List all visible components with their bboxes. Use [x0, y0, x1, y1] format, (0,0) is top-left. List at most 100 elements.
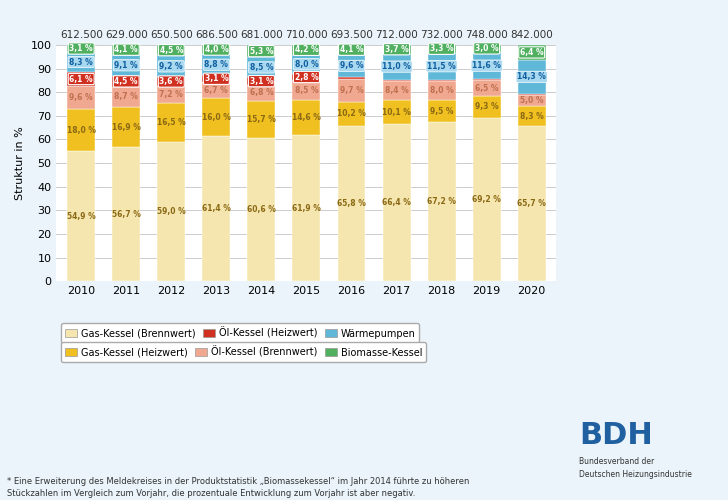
- Bar: [293, 80, 320, 100]
- Bar: [518, 126, 546, 282]
- Bar: [472, 96, 501, 118]
- Bar: [202, 75, 230, 82]
- Bar: [248, 85, 275, 101]
- Text: 8,0 %: 8,0 %: [295, 60, 318, 68]
- Text: 7,2 %: 7,2 %: [159, 90, 183, 99]
- Bar: [157, 103, 185, 142]
- Bar: [383, 100, 411, 124]
- Text: 5,3 %: 5,3 %: [250, 46, 273, 56]
- Text: 16,9 %: 16,9 %: [112, 122, 141, 132]
- Bar: [383, 45, 411, 54]
- Y-axis label: Struktur in %: Struktur in %: [15, 126, 25, 200]
- Text: 3,3 %: 3,3 %: [430, 44, 454, 54]
- Text: 56,7 %: 56,7 %: [112, 210, 141, 218]
- Bar: [338, 77, 365, 78]
- Bar: [112, 108, 141, 147]
- Bar: [427, 100, 456, 122]
- Text: * Eine Erweiterung des Meldekreises in der Produktstatistik „Biomassekessel“ im : * Eine Erweiterung des Meldekreises in d…: [7, 476, 470, 498]
- Text: 11,6 %: 11,6 %: [472, 61, 501, 70]
- Text: 66,4 %: 66,4 %: [382, 198, 411, 207]
- Bar: [248, 78, 275, 85]
- Bar: [67, 72, 95, 86]
- Text: 16,5 %: 16,5 %: [157, 118, 186, 127]
- Text: Bundesverband der
Deutschen Heizungsindustrie: Bundesverband der Deutschen Heizungsindu…: [579, 458, 692, 479]
- Bar: [112, 54, 141, 76]
- Text: 9,7 %: 9,7 %: [340, 86, 363, 94]
- Bar: [383, 124, 411, 282]
- Bar: [338, 78, 365, 102]
- Text: 9,6 %: 9,6 %: [69, 93, 93, 102]
- Bar: [157, 45, 185, 56]
- Legend: Gas-Kessel (Heizwert), Öl-Kessel (Brennwert), Biomasse-Kessel: Gas-Kessel (Heizwert), Öl-Kessel (Brennw…: [61, 342, 426, 361]
- Bar: [157, 86, 185, 103]
- Bar: [202, 82, 230, 98]
- Bar: [202, 45, 230, 54]
- Text: 4,5 %: 4,5 %: [114, 77, 138, 86]
- Bar: [427, 122, 456, 282]
- Text: 3,1 %: 3,1 %: [205, 74, 228, 84]
- Text: 8,5 %: 8,5 %: [295, 86, 318, 95]
- Text: 16,0 %: 16,0 %: [202, 112, 231, 122]
- Text: 9,6 %: 9,6 %: [340, 62, 363, 70]
- Bar: [338, 45, 365, 54]
- Bar: [157, 56, 185, 77]
- Text: 15,7 %: 15,7 %: [247, 115, 276, 124]
- Text: 8,7 %: 8,7 %: [114, 92, 138, 102]
- Bar: [472, 80, 501, 96]
- Bar: [67, 45, 95, 52]
- Text: 10,1 %: 10,1 %: [382, 108, 411, 117]
- Bar: [248, 58, 275, 78]
- Bar: [112, 45, 141, 54]
- Text: 6,4 %: 6,4 %: [520, 48, 544, 57]
- Bar: [67, 109, 95, 152]
- Text: 9,2 %: 9,2 %: [159, 62, 183, 71]
- Bar: [157, 142, 185, 282]
- Text: 6,5 %: 6,5 %: [475, 84, 499, 92]
- Bar: [472, 52, 501, 80]
- Text: BDH: BDH: [579, 421, 652, 450]
- Text: 3,6 %: 3,6 %: [159, 77, 183, 86]
- Text: 59,0 %: 59,0 %: [157, 207, 186, 216]
- Bar: [112, 86, 141, 108]
- Text: 9,1 %: 9,1 %: [114, 61, 138, 70]
- Bar: [472, 45, 501, 52]
- Text: 11,0 %: 11,0 %: [382, 62, 411, 71]
- Bar: [427, 52, 456, 80]
- Text: 8,5 %: 8,5 %: [250, 63, 273, 72]
- Text: 65,7 %: 65,7 %: [518, 199, 546, 208]
- Text: 9,5 %: 9,5 %: [430, 106, 454, 116]
- Bar: [427, 81, 456, 100]
- Text: 11,5 %: 11,5 %: [427, 62, 456, 71]
- Bar: [202, 54, 230, 75]
- Bar: [518, 106, 546, 126]
- Text: 6,1 %: 6,1 %: [69, 74, 93, 84]
- Text: 6,8 %: 6,8 %: [250, 88, 273, 98]
- Bar: [248, 101, 275, 138]
- Bar: [67, 52, 95, 72]
- Text: 61,9 %: 61,9 %: [292, 204, 321, 212]
- Text: 3,1 %: 3,1 %: [250, 76, 273, 86]
- Bar: [383, 80, 411, 100]
- Text: 4,1 %: 4,1 %: [114, 45, 138, 54]
- Text: 4,2 %: 4,2 %: [295, 46, 318, 54]
- Text: 4,1 %: 4,1 %: [340, 45, 363, 54]
- Text: 8,4 %: 8,4 %: [384, 86, 408, 95]
- Bar: [202, 98, 230, 136]
- Bar: [338, 54, 365, 77]
- Bar: [518, 60, 546, 94]
- Bar: [112, 147, 141, 282]
- Text: 6,7 %: 6,7 %: [205, 86, 228, 95]
- Bar: [293, 74, 320, 80]
- Text: 3,7 %: 3,7 %: [384, 44, 408, 54]
- Text: 8,8 %: 8,8 %: [205, 60, 229, 69]
- Text: 8,3 %: 8,3 %: [520, 112, 544, 120]
- Text: 8,0 %: 8,0 %: [430, 86, 454, 95]
- Bar: [248, 138, 275, 282]
- Bar: [472, 118, 501, 282]
- Text: 69,2 %: 69,2 %: [472, 195, 501, 204]
- Bar: [518, 94, 546, 106]
- Text: 61,4 %: 61,4 %: [202, 204, 231, 213]
- Text: 14,6 %: 14,6 %: [292, 113, 321, 122]
- Bar: [518, 45, 546, 60]
- Bar: [293, 135, 320, 282]
